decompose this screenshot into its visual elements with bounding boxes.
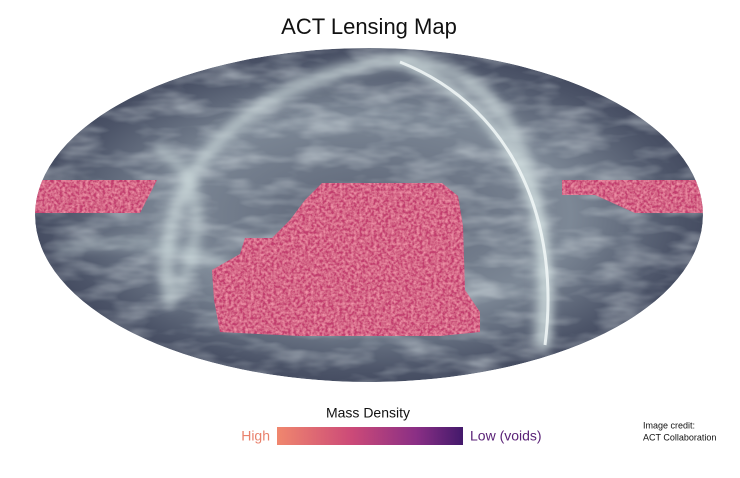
colorbar-high-label: Low (voids)	[470, 428, 542, 444]
act-patches	[35, 180, 703, 336]
colorbar-low-label: High	[241, 428, 270, 444]
colorbar	[277, 427, 463, 445]
sky-map	[35, 48, 703, 382]
credit-line: Image credit:	[643, 420, 695, 430]
colorbar-title: Mass Density	[326, 405, 410, 421]
title: ACT Lensing Map	[281, 14, 457, 39]
credit-line: ACT Collaboration	[643, 432, 716, 442]
